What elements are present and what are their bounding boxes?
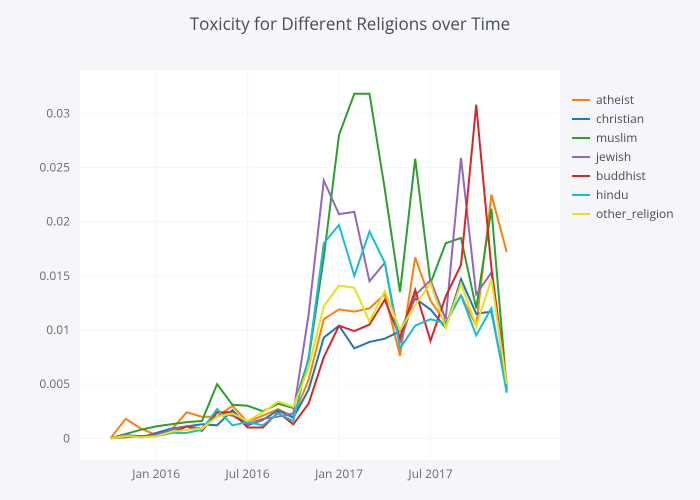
legend-swatch-atheist <box>572 99 590 101</box>
legend-swatch-buddhist <box>572 175 590 177</box>
legend-label-hindu: hindu <box>596 186 628 203</box>
y-tick-label: 0.025 <box>39 159 70 176</box>
y-tick-label: 0.005 <box>39 375 70 392</box>
legend: atheist christian muslim jewish buddhist hind… <box>572 90 674 223</box>
legend-label-jewish: jewish <box>596 148 631 165</box>
chart-title: Toxicity for Different Religions over Ti… <box>0 12 700 35</box>
x-tick-label: Jan 2017 <box>314 465 363 482</box>
plot-area: 00.0050.010.0150.020.0250.03Jan 2016Jul … <box>80 70 560 460</box>
legend-swatch-jewish <box>572 156 590 158</box>
legend-item-atheist[interactable]: atheist <box>572 90 674 109</box>
legend-label-buddhist: buddhist <box>596 167 646 184</box>
y-tick-label: 0.03 <box>46 104 70 121</box>
y-tick-label: 0.02 <box>46 213 70 230</box>
series-jewish <box>111 158 507 439</box>
legend-swatch-hindu <box>572 194 590 196</box>
legend-swatch-other_religion <box>572 213 590 215</box>
legend-label-other_religion: other_religion <box>596 205 674 222</box>
legend-item-muslim[interactable]: muslim <box>572 128 674 147</box>
legend-item-hindu[interactable]: hindu <box>572 185 674 204</box>
legend-item-buddhist[interactable]: buddhist <box>572 166 674 185</box>
series-hindu <box>111 225 507 438</box>
y-tick-label: 0.01 <box>46 321 70 338</box>
legend-item-other_religion[interactable]: other_religion <box>572 204 674 223</box>
legend-item-christian[interactable]: christian <box>572 109 674 128</box>
x-tick-label: Jan 2016 <box>131 465 180 482</box>
legend-item-jewish[interactable]: jewish <box>572 147 674 166</box>
x-tick-label: Jul 2016 <box>225 465 270 482</box>
legend-label-atheist: atheist <box>596 91 634 108</box>
x-tick-label: Jul 2017 <box>407 465 452 482</box>
legend-label-muslim: muslim <box>596 129 637 146</box>
legend-swatch-muslim <box>572 137 590 139</box>
plot-svg: 00.0050.010.0150.020.0250.03Jan 2016Jul … <box>80 70 560 460</box>
legend-label-christian: christian <box>596 110 644 127</box>
y-tick-label: 0 <box>63 429 70 446</box>
y-tick-label: 0.015 <box>39 267 70 284</box>
legend-swatch-christian <box>572 118 590 120</box>
